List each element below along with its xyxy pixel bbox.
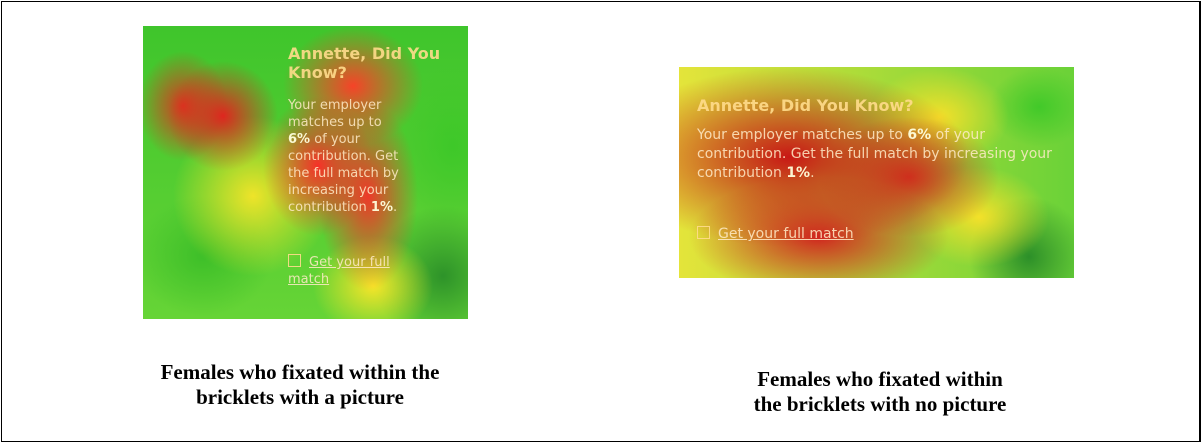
heatmap-overlay	[679, 67, 1074, 278]
heatmap-overlay	[143, 26, 468, 319]
caption-line: bricklets with a picture	[196, 385, 404, 409]
arrow-box-icon	[697, 226, 710, 239]
caption-line: Females who fixated within	[757, 367, 1003, 391]
arrow-box-icon	[288, 254, 301, 267]
caption-with-picture: Females who fixated within the bricklets…	[100, 360, 500, 410]
ad-link[interactable]: Get your full match	[697, 226, 997, 242]
ad-title: Annette, Did You Know?	[288, 44, 441, 82]
caption-no-picture: Females who fixated within the bricklets…	[680, 367, 1080, 417]
heatmap-with-picture	[143, 26, 468, 319]
heatmap-no-picture	[679, 67, 1074, 278]
ad-link[interactable]: Get your full match	[288, 254, 390, 287]
ad-body: Your employer matches up to 6% of your c…	[288, 98, 399, 215]
caption-line: Females who fixated within the	[160, 360, 440, 384]
ad-title: Annette, Did You Know?	[697, 96, 914, 115]
caption-line: the bricklets with no picture	[753, 392, 1007, 416]
ad-body: Your employer matches up to 6% of your c…	[697, 127, 1052, 181]
